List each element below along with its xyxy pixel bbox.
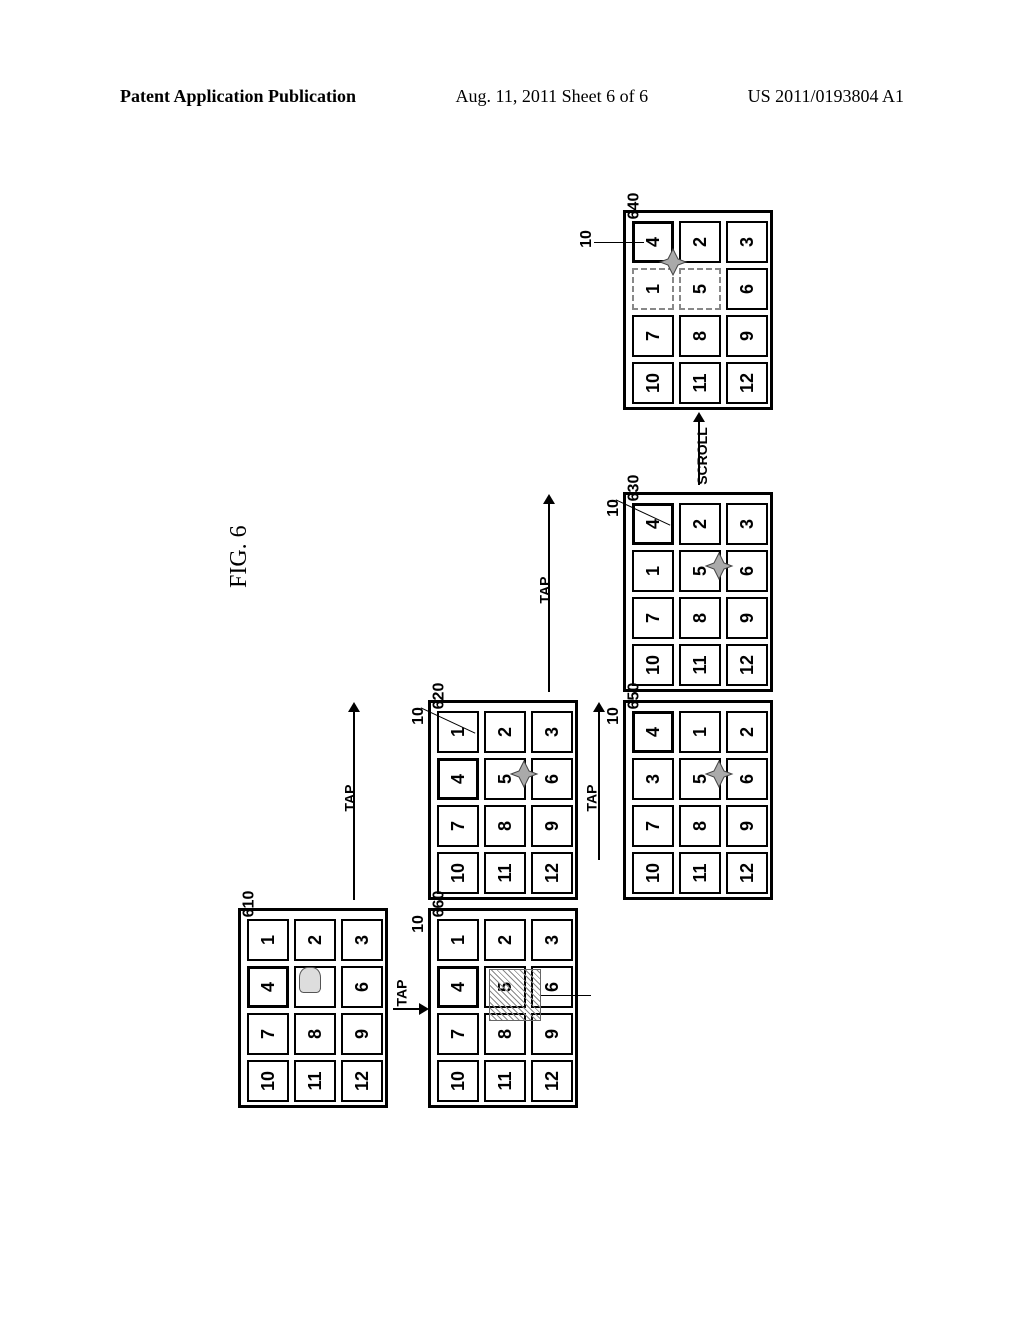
cell: 9 [341,1013,383,1055]
leader-line [594,242,644,243]
panel-650-render: 4 1 2 3 5 6 7 8 9 10 11 12 [623,700,773,900]
cursor-icon [658,247,688,277]
cell: 3 [341,919,383,961]
arrow [393,1008,421,1010]
ref-610: 610 [240,891,258,918]
cursor-ref-660: 10 [410,915,428,933]
panel-640: 4 2 3 1 5 6 7 8 9 10 11 12 [623,210,773,410]
action-scroll: SCROLL [694,427,710,485]
cell: 8 [679,315,721,357]
cell: 7 [632,805,674,847]
cell: 1 [437,919,479,961]
cell: 9 [531,805,573,847]
cell: 10 [437,852,479,894]
cell: 8 [484,805,526,847]
cell: 12 [726,852,768,894]
cell: 2 [484,919,526,961]
cursor-ref-650: 10 [605,707,623,725]
cell-selected: 4 [247,966,289,1008]
leader-line [541,995,591,996]
cell: 12 [531,1060,573,1102]
finger-icon [299,967,321,993]
page-header: Patent Application Publication Aug. 11, … [0,86,1024,107]
cell: 10 [632,852,674,894]
cell: 12 [726,362,768,404]
cell: 11 [294,1060,336,1102]
cell: 6 [726,268,768,310]
cell: 8 [294,1013,336,1055]
cell: 7 [247,1013,289,1055]
ref-620: 620 [430,683,448,710]
cell: 2 [484,711,526,753]
cell: 1 [679,711,721,753]
action-tap: TAP [536,577,552,604]
cursor-icon [509,759,539,789]
cursor-icon [704,759,734,789]
cursor-ref-640: 10 [578,230,596,248]
figure-area: FIG. 6 1 2 3 4 5 6 7 8 9 10 11 12 610 1 … [178,150,868,1200]
cell: 2 [726,711,768,753]
cell: 1 [247,919,289,961]
cell: 7 [437,805,479,847]
cell: 11 [484,1060,526,1102]
action-tap: TAP [583,785,599,812]
cell: 8 [679,805,721,847]
cell: 6 [341,966,383,1008]
cell-selected: 4 [632,711,674,753]
cell: 11 [679,852,721,894]
cell: 7 [437,1013,479,1055]
panel-620: 1 2 3 4 5 6 7 8 9 10 11 12 [428,700,578,900]
cell: 9 [726,315,768,357]
cell: 12 [341,1060,383,1102]
ref-650: 650 [625,683,643,710]
panel-660-r: 1 2 3 4 5 6 7 8 9 10 11 12 [428,908,578,1108]
action-tap: TAP [341,785,357,812]
cell-selected: 4 [437,966,479,1008]
hatched-overlay [489,969,541,1021]
cell: 3 [531,919,573,961]
cell: 11 [679,362,721,404]
panel-650 [623,492,773,692]
cell: 11 [484,852,526,894]
action-tap: TAP [393,980,409,1007]
cell: 10 [437,1060,479,1102]
cell: 3 [726,221,768,263]
cell: 10 [632,362,674,404]
cell: 3 [632,758,674,800]
cell: 12 [531,852,573,894]
ref-640: 640 [625,193,643,220]
cell: 10 [247,1060,289,1102]
header-left: Patent Application Publication [120,86,356,107]
header-right: US 2011/0193804 A1 [748,86,904,107]
cell: 2 [294,919,336,961]
cell: 7 [632,315,674,357]
header-center: Aug. 11, 2011 Sheet 6 of 6 [456,86,649,107]
cell-selected: 4 [437,758,479,800]
panel-610: 1 2 3 4 5 6 7 8 9 10 11 12 [238,908,388,1108]
ref-660: 660 [430,891,448,918]
cell: 9 [726,805,768,847]
figure-label: FIG. 6 [226,525,253,588]
cell: 3 [531,711,573,753]
